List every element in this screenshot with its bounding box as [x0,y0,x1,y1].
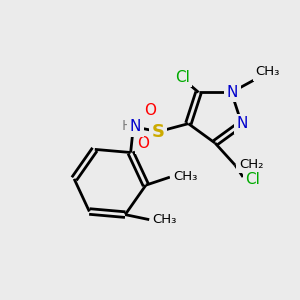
Text: N: N [237,116,248,131]
Text: Cl: Cl [175,70,190,85]
Text: H: H [121,119,132,133]
Text: O: O [137,136,149,151]
Text: CH₃: CH₃ [256,65,280,78]
Text: O: O [144,103,156,118]
Text: Cl: Cl [245,172,260,188]
Text: N: N [227,85,238,100]
Text: N: N [130,119,141,134]
Text: CH₂: CH₂ [239,158,263,170]
Text: CH₃: CH₃ [152,213,177,226]
Text: S: S [152,123,165,141]
Text: CH₃: CH₃ [173,169,197,183]
